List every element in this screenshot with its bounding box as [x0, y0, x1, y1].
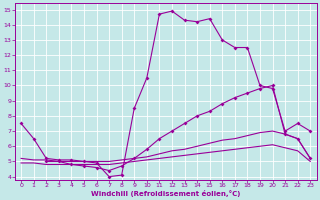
X-axis label: Windchill (Refroidissement éolien,°C): Windchill (Refroidissement éolien,°C)	[91, 190, 240, 197]
